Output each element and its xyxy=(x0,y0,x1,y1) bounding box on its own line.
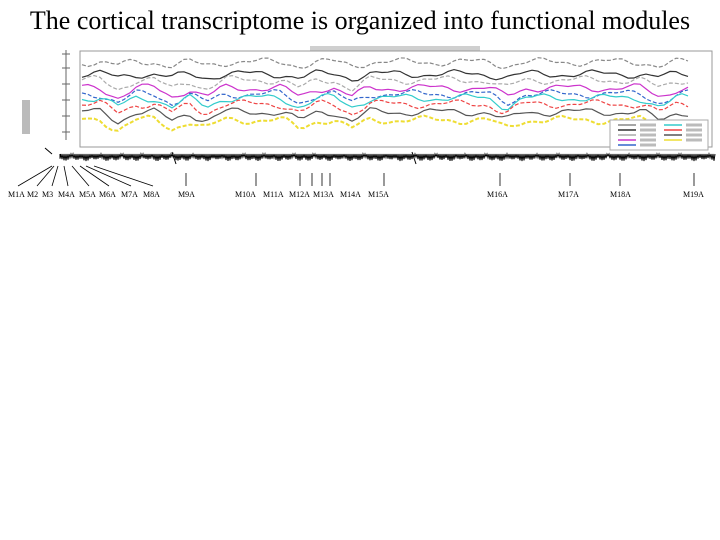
module-label-m13a: M13A xyxy=(313,190,334,199)
module-label-m9a: M9A xyxy=(178,190,195,199)
expression-trace xyxy=(81,83,689,99)
module-connector xyxy=(85,165,132,187)
y-axis-ticks xyxy=(62,50,70,140)
blurred-y-label xyxy=(22,100,30,134)
module-label-m11a: M11A xyxy=(263,190,284,199)
legend-label-blur xyxy=(686,133,702,137)
slide-title: The cortical transcriptome is organized … xyxy=(29,6,691,35)
module-label-m4a: M4A xyxy=(58,190,75,199)
module-figure-svg xyxy=(17,46,716,187)
module-connector xyxy=(51,165,59,187)
module-label-m16a: M16A xyxy=(487,190,508,199)
module-connector xyxy=(71,165,90,187)
module-label-m19a: M19A xyxy=(683,190,704,199)
expression-series xyxy=(81,57,689,132)
module-label-m12a: M12A xyxy=(289,190,310,199)
module-label-m17a: M17A xyxy=(558,190,579,199)
plot-frame xyxy=(79,50,713,148)
legend-label-blur xyxy=(640,128,656,132)
module-label-m14a: M14A xyxy=(340,190,361,199)
module-connectors xyxy=(17,165,695,187)
expression-trace xyxy=(81,57,689,70)
legend-label-blur xyxy=(686,138,702,142)
module-label-m10a: M10A xyxy=(235,190,256,199)
module-label-m1a: M1A xyxy=(8,190,25,199)
module-label-m3: M3 xyxy=(42,190,54,199)
module-label-m7a: M7A xyxy=(121,190,138,199)
legend-label-blur xyxy=(640,138,656,142)
module-figure xyxy=(0,40,720,210)
module-connector xyxy=(17,165,53,187)
module-label-m8a: M8A xyxy=(143,190,160,199)
dendrogram-tick xyxy=(411,151,417,165)
legend xyxy=(609,119,709,151)
module-label-m5a: M5A xyxy=(79,190,96,199)
dendrogram xyxy=(44,147,716,165)
legend-label-blur xyxy=(640,133,656,137)
expression-trace xyxy=(81,114,689,132)
legend-label-blur xyxy=(686,128,702,132)
blurred-header xyxy=(310,46,480,51)
dendrogram-tick xyxy=(44,147,53,155)
module-connector xyxy=(36,165,55,187)
legend-label-blur xyxy=(686,123,702,127)
module-connector xyxy=(93,165,154,187)
legend-label-blur xyxy=(640,123,656,127)
expression-trace xyxy=(81,107,689,125)
expression-trace xyxy=(81,92,689,111)
module-connector xyxy=(79,165,110,187)
dendrogram-tick xyxy=(171,151,177,165)
expression-trace xyxy=(81,99,689,116)
expression-trace xyxy=(81,74,689,93)
expression-trace xyxy=(81,68,689,82)
legend-label-blur xyxy=(640,143,656,147)
module-label-m18a: M18A xyxy=(610,190,631,199)
module-label-m2: M2 xyxy=(27,190,39,199)
module-label-m6a: M6A xyxy=(99,190,116,199)
module-connector xyxy=(63,165,69,187)
dendrogram-branches xyxy=(59,152,716,162)
module-label-m15a: M15A xyxy=(368,190,389,199)
